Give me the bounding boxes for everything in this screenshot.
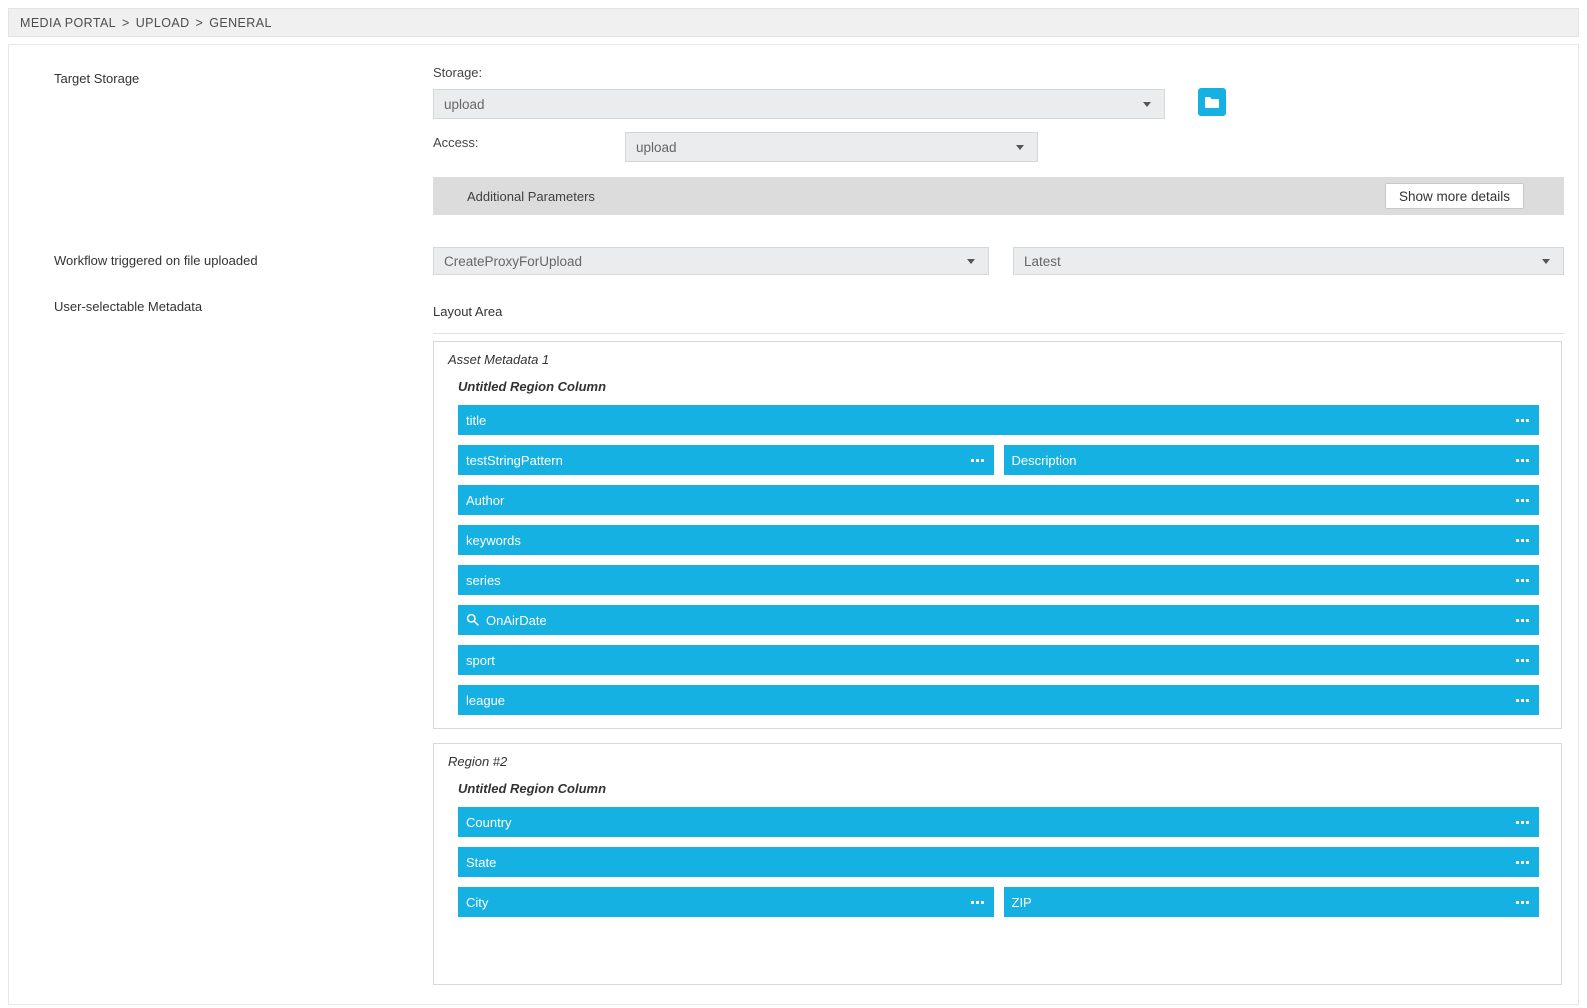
- drag-handle-icon[interactable]: [1516, 499, 1529, 502]
- breadcrumb-separator: >: [195, 15, 204, 30]
- breadcrumb-item-upload[interactable]: UPLOAD: [135, 15, 190, 30]
- metadata-field-label: ZIP: [1011, 894, 1032, 910]
- metadata-field-label: Country: [466, 814, 512, 830]
- chevron-down-icon: [1143, 102, 1151, 107]
- storage-select[interactable]: upload: [433, 89, 1165, 119]
- metadata-field-sport[interactable]: sport: [458, 645, 1539, 675]
- drag-handle-icon[interactable]: [970, 901, 984, 904]
- metadata-field-label: title: [466, 412, 487, 428]
- metadata-field-label: City: [466, 894, 489, 910]
- storage-select-value: upload: [444, 96, 485, 112]
- metadata-field-label: Description: [1011, 452, 1077, 468]
- show-more-details-button[interactable]: Show more details: [1384, 183, 1524, 209]
- drag-handle-icon[interactable]: [1516, 579, 1529, 582]
- drag-handle-icon[interactable]: [1516, 459, 1529, 462]
- metadata-field-label: testStringPattern: [466, 452, 563, 468]
- metadata-field-city[interactable]: City: [458, 887, 994, 917]
- drag-handle-icon[interactable]: [1516, 419, 1529, 422]
- workflow-label: Workflow triggered on file uploaded: [54, 253, 258, 268]
- browse-storage-button[interactable]: [1198, 88, 1226, 116]
- layout-area-label: Layout Area: [433, 304, 503, 319]
- metadata-field-label: OnAirDate: [486, 612, 547, 628]
- access-label: Access:: [433, 135, 479, 150]
- metadata-field-onairdate[interactable]: OnAirDate: [458, 605, 1539, 635]
- target-storage-label: Target Storage: [54, 71, 140, 86]
- field-row: OnAirDate: [458, 605, 1539, 635]
- field-row: Author: [458, 485, 1539, 515]
- metadata-field-label: keywords: [466, 532, 521, 548]
- workflow-select-value: CreateProxyForUpload: [444, 253, 583, 269]
- field-row: State: [458, 847, 1539, 877]
- additional-parameters-label: Additional Parameters: [467, 188, 595, 204]
- region-box: Region #2 Untitled Region Column Country St…: [433, 743, 1562, 985]
- metadata-field-series[interactable]: series: [458, 565, 1539, 595]
- drag-handle-icon[interactable]: [1516, 821, 1529, 824]
- breadcrumb-item-general[interactable]: GENERAL: [209, 15, 272, 30]
- metadata-field-league[interactable]: league: [458, 685, 1539, 715]
- field-row: title: [458, 405, 1539, 435]
- field-row: testStringPattern Description: [458, 445, 1539, 475]
- region-column-title: Untitled Region Column: [458, 379, 607, 394]
- metadata-field-label: Author: [466, 492, 505, 508]
- metadata-field-zip[interactable]: ZIP: [1003, 887, 1539, 917]
- metadata-field-author[interactable]: Author: [458, 485, 1539, 515]
- metadata-field-state[interactable]: State: [458, 847, 1539, 877]
- region-box: Asset Metadata 1 Untitled Region Column ti…: [433, 341, 1562, 729]
- main-panel: Target Storage Storage: upload Access: u…: [8, 44, 1579, 1005]
- chevron-down-icon: [1016, 145, 1024, 150]
- region-title: Asset Metadata 1: [448, 352, 550, 367]
- metadata-field-country[interactable]: Country: [458, 807, 1539, 837]
- metadata-field-description[interactable]: Description: [1003, 445, 1539, 475]
- workflow-version-select[interactable]: Latest: [1013, 247, 1564, 275]
- workflow-select[interactable]: CreateProxyForUpload: [433, 247, 989, 275]
- chevron-down-icon: [967, 259, 975, 264]
- field-row: Country: [458, 807, 1539, 837]
- metadata-field-title[interactable]: title: [458, 405, 1539, 435]
- field-row: sport: [458, 645, 1539, 675]
- user-selectable-metadata-label: User-selectable Metadata: [54, 299, 203, 314]
- field-row: series: [458, 565, 1539, 595]
- metadata-field-label: State: [466, 854, 497, 870]
- breadcrumb-item-media-portal[interactable]: MEDIA PORTAL: [20, 15, 117, 30]
- metadata-field-keywords[interactable]: keywords: [458, 525, 1539, 555]
- metadata-field-label: league: [466, 692, 506, 708]
- breadcrumb: MEDIA PORTAL > UPLOAD > GENERAL: [8, 8, 1579, 37]
- access-select-value: upload: [636, 139, 677, 155]
- storage-label: Storage:: [433, 65, 483, 80]
- access-select[interactable]: upload: [625, 132, 1038, 162]
- folder-icon: [1204, 96, 1220, 109]
- drag-handle-icon[interactable]: [1516, 901, 1529, 904]
- drag-handle-icon[interactable]: [1516, 861, 1529, 864]
- field-row: keywords: [458, 525, 1539, 555]
- workflow-version-value: Latest: [1024, 253, 1061, 269]
- region-title: Region #2: [448, 754, 508, 769]
- metadata-field-label: sport: [466, 652, 495, 668]
- field-row: league: [458, 685, 1539, 715]
- drag-handle-icon[interactable]: [1516, 539, 1529, 542]
- additional-parameters-bar: Additional Parameters Show more details: [433, 177, 1564, 215]
- drag-handle-icon[interactable]: [970, 459, 984, 462]
- drag-handle-icon[interactable]: [1516, 699, 1529, 702]
- layout-area: Asset Metadata 1 Untitled Region Column ti…: [433, 333, 1564, 985]
- metadata-field-label: series: [466, 572, 501, 588]
- drag-handle-icon[interactable]: [1516, 619, 1529, 622]
- search-icon: [466, 613, 480, 627]
- metadata-field-teststringpattern[interactable]: testStringPattern: [458, 445, 994, 475]
- field-row: City ZIP: [458, 887, 1539, 917]
- breadcrumb-separator: >: [122, 15, 130, 30]
- chevron-down-icon: [1542, 259, 1550, 264]
- drag-handle-icon[interactable]: [1516, 659, 1529, 662]
- region-column-title: Untitled Region Column: [458, 781, 607, 796]
